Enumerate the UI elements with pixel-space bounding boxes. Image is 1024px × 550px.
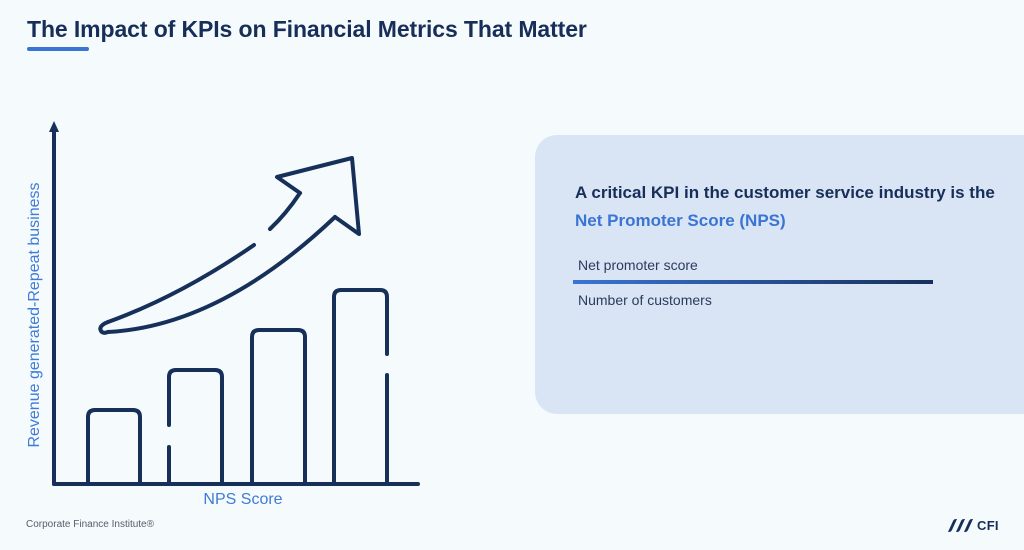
- formula-numerator: Net promoter score: [578, 257, 698, 273]
- fraction-divider: [573, 280, 933, 284]
- bar-3: [250, 328, 307, 486]
- formula-denominator: Number of customers: [578, 292, 712, 308]
- y-axis-arrow-icon: [49, 121, 59, 132]
- trend-arrow-tail: [98, 320, 110, 335]
- cfi-logo-icon: [948, 518, 973, 532]
- bar-1: [86, 408, 142, 486]
- x-axis-label: NPS Score: [203, 491, 283, 508]
- card-heading-highlight: Net Promoter Score (NPS): [575, 211, 786, 230]
- footer-credit: Corporate Finance Institute®: [26, 519, 154, 530]
- cfi-logo: CFI: [948, 518, 999, 533]
- trend-arrow-upper-curve-end: [268, 191, 302, 231]
- page-title: The Impact of KPIs on Financial Metrics …: [27, 16, 587, 42]
- trend-arrow-upper-curve: [106, 243, 256, 324]
- y-axis-label: Revenue generated-Repeat business: [26, 182, 43, 448]
- cfi-logo-text: CFI: [977, 518, 999, 533]
- card-heading-prefix: A critical KPI in the customer service i…: [575, 183, 995, 202]
- card-heading: A critical KPI in the customer service i…: [575, 179, 1015, 235]
- title-underline: [27, 47, 89, 51]
- bar-2: [167, 368, 224, 486]
- nps-info-card: A critical KPI in the customer service i…: [535, 135, 1024, 414]
- trend-arrow-lower-curve: [106, 215, 337, 334]
- bar-4: [332, 288, 389, 486]
- trend-arrow-head: [275, 156, 361, 236]
